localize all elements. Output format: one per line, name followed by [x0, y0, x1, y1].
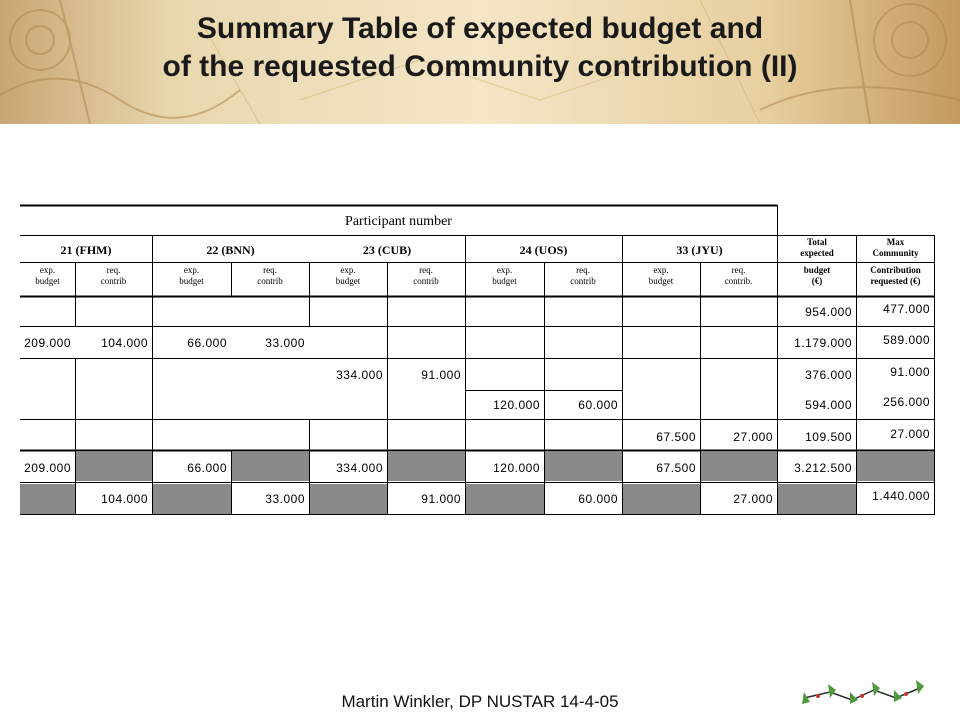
max-community-header: Max Community — [872, 237, 919, 258]
table-cell: 594.000 — [805, 398, 852, 412]
table-cell: 67.500 — [656, 461, 696, 475]
sub-req-contrib: req. contrib — [257, 265, 283, 286]
table-cell: 27.000 — [733, 492, 773, 506]
sub-exp-budget: exp. budget — [179, 265, 204, 286]
table-cell: 109.500 — [805, 430, 852, 444]
table-cell: 120.000 — [493, 461, 540, 475]
participant-23-cub: 23 (CUB) — [362, 243, 412, 257]
nustar-logo — [802, 680, 924, 704]
table-cell: 91.000 — [421, 492, 461, 506]
table-cell: 209.000 — [24, 336, 71, 350]
participant-21-fhm: 21 (FHM) — [60, 243, 112, 257]
table-cell: 209.000 — [24, 461, 71, 475]
table-cell: 104.000 — [101, 492, 148, 506]
total-expected-header: Total expected — [800, 237, 834, 258]
sub-req-contrib: req. contrib — [100, 265, 127, 286]
table-cell: 27.000 — [733, 430, 773, 444]
participant-24-uos: 24 (UOS) — [519, 243, 568, 257]
sub-max-contribution: Contribution requested (€) — [870, 265, 921, 286]
slide-title: Summary Table of expected budget and of … — [0, 10, 960, 86]
table-cell: 1.440.000 — [872, 489, 930, 503]
table-cell: 1.179.000 — [794, 336, 852, 350]
title-banner: Summary Table of expected budget and of … — [0, 0, 960, 124]
sub-req-contrib: req. contrib — [413, 265, 439, 286]
table-cell: 334.000 — [336, 461, 383, 475]
participant-number-header: Participant number — [345, 214, 452, 229]
table-cell: 256.000 — [883, 395, 930, 409]
sub-req-contrib: req. contrib. — [724, 265, 753, 286]
table-cell: 33.000 — [265, 336, 305, 350]
table-cell: 477.000 — [883, 302, 930, 316]
participant-22-bnn: 22 (BNN) — [206, 243, 255, 257]
table-cell: 104.000 — [101, 336, 148, 350]
participant-33-jyu: 33 (JYU) — [676, 243, 723, 257]
table-cell: 66.000 — [187, 461, 227, 475]
sub-exp-budget: exp. budget — [648, 265, 674, 286]
table-cell: 91.000 — [890, 365, 930, 379]
table-cell: 334.000 — [336, 368, 383, 382]
table-cell: 954.000 — [805, 305, 852, 319]
table-cell: 376.000 — [805, 368, 852, 382]
table-cell: 67.500 — [656, 430, 696, 444]
title-line-2: of the requested Community contribution … — [162, 50, 798, 83]
table-cell: 589.000 — [883, 333, 930, 347]
table-cell: 60.000 — [578, 398, 618, 412]
table-cell: 33.000 — [265, 492, 305, 506]
sub-exp-budget: exp. budget — [492, 265, 517, 286]
title-line-1: Summary Table of expected budget and — [196, 12, 764, 45]
table-cell: 27.000 — [890, 427, 930, 441]
banner-decoration — [0, 0, 960, 124]
sub-req-contrib: req. contrib — [570, 265, 596, 286]
table-cell: 91.000 — [421, 368, 461, 382]
table-cell: 3.212.500 — [794, 461, 852, 475]
table-cell: 120.000 — [493, 398, 540, 412]
table-cell: 60.000 — [578, 492, 618, 506]
table-cell: 66.000 — [187, 336, 227, 350]
sub-total-budget: budget (€) — [803, 265, 831, 286]
footer-text: Martin Winkler, DP NUSTAR 14-4-05 — [341, 692, 619, 711]
sub-exp-budget: exp. budget — [335, 265, 361, 286]
sub-exp-budget: exp. budget — [35, 265, 60, 286]
